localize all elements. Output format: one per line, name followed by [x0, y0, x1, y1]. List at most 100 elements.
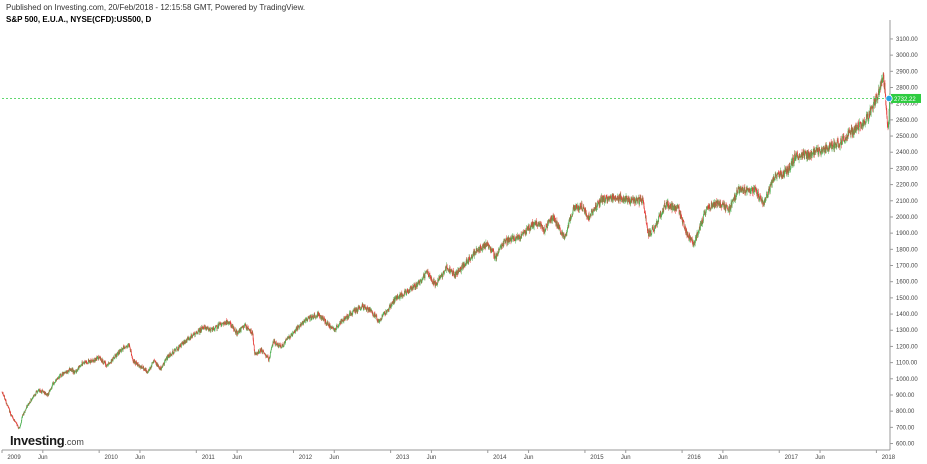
candle-body: [577, 205, 579, 208]
candle-body: [391, 304, 392, 307]
candle-body: [679, 211, 681, 213]
candle-body: [69, 368, 70, 369]
candle-body: [149, 367, 151, 369]
candle-body: [351, 313, 353, 315]
candle-body: [453, 273, 455, 277]
candle-body: [16, 423, 18, 426]
candle-body: [21, 417, 23, 418]
candle-body: [301, 323, 303, 325]
candle-body: [5, 399, 7, 401]
candle-body: [554, 218, 556, 222]
candle-body: [417, 281, 419, 283]
candle-body: [830, 143, 832, 146]
candle-body: [479, 245, 481, 251]
last-price-badge: [891, 93, 921, 103]
candle-body: [182, 341, 184, 344]
candle-body: [441, 273, 442, 278]
candle-body: [324, 320, 326, 323]
candle-body: [483, 243, 485, 249]
candle-body: [55, 379, 57, 381]
candle-body: [846, 135, 848, 141]
y-tick-label: 1800.00: [896, 247, 918, 253]
candle-body: [631, 199, 632, 201]
candle-body: [173, 352, 174, 354]
candle-body: [811, 150, 812, 155]
candle-body: [669, 205, 671, 208]
candle-body: [473, 251, 475, 257]
candle-body: [392, 301, 393, 303]
candle-body: [852, 131, 854, 135]
candle-body: [152, 362, 153, 364]
candle-body: [408, 290, 410, 293]
candle-body: [181, 342, 183, 344]
candle-body: [848, 130, 850, 136]
candle-body: [141, 366, 142, 368]
candle-body: [257, 352, 258, 355]
candle-body: [131, 354, 133, 356]
candle-body: [494, 258, 496, 259]
candle-body: [688, 236, 689, 238]
candle-body: [877, 94, 879, 98]
candle-body: [360, 307, 362, 309]
candle-body: [824, 147, 825, 153]
candle-body: [193, 333, 195, 335]
candle-body: [216, 326, 218, 330]
candle-body: [611, 198, 612, 200]
candle-body: [675, 205, 676, 211]
candle-body: [474, 252, 476, 253]
candle-body: [171, 354, 172, 356]
candle-body: [47, 393, 49, 396]
candle-body: [678, 206, 680, 214]
candle-body: [479, 245, 481, 248]
candle-body: [639, 197, 640, 205]
candle-body: [333, 327, 335, 332]
candle-body: [393, 299, 394, 303]
candle-body: [574, 205, 576, 211]
candle-body: [777, 172, 779, 175]
candle-body: [414, 284, 415, 286]
candle-body: [596, 205, 597, 211]
candle-body: [769, 187, 771, 192]
candle-body: [346, 315, 348, 317]
candle-body: [591, 210, 593, 213]
candle-body: [297, 329, 298, 330]
candle-body: [58, 377, 59, 379]
candle-body: [35, 391, 37, 395]
candle-body: [785, 168, 787, 171]
candle-body: [199, 328, 201, 333]
candle-body: [701, 219, 703, 224]
candle-body: [145, 369, 147, 373]
candle-body: [861, 125, 863, 127]
candle-body: [858, 122, 859, 128]
candle-body: [306, 319, 308, 322]
candle-body: [441, 274, 443, 278]
candle-body: [366, 308, 368, 311]
candle-body: [762, 200, 763, 203]
candle-body: [847, 130, 849, 139]
candle-body: [671, 203, 672, 205]
candle-body: [112, 359, 114, 361]
candle-body: [796, 152, 798, 155]
candle-body: [722, 203, 723, 205]
candle-body: [123, 347, 125, 349]
candle-body: [549, 219, 550, 221]
candle-body: [709, 204, 710, 209]
candle-body: [291, 334, 293, 335]
candle-body: [119, 349, 121, 351]
candle-body: [750, 191, 751, 194]
candle-body: [853, 128, 855, 134]
candle-body: [65, 371, 67, 373]
candle-body: [837, 140, 839, 141]
candle-body: [497, 253, 498, 255]
y-tick-label: 600.00: [896, 442, 915, 448]
y-tick-label: 700.00: [896, 425, 915, 431]
candle-body: [604, 195, 605, 203]
candle-body: [817, 148, 819, 156]
candle-body: [295, 328, 297, 332]
candle-body: [190, 334, 192, 337]
candle-body: [437, 280, 439, 282]
candle-body: [691, 238, 693, 241]
candle-body: [188, 337, 189, 340]
candle-body: [188, 339, 190, 341]
